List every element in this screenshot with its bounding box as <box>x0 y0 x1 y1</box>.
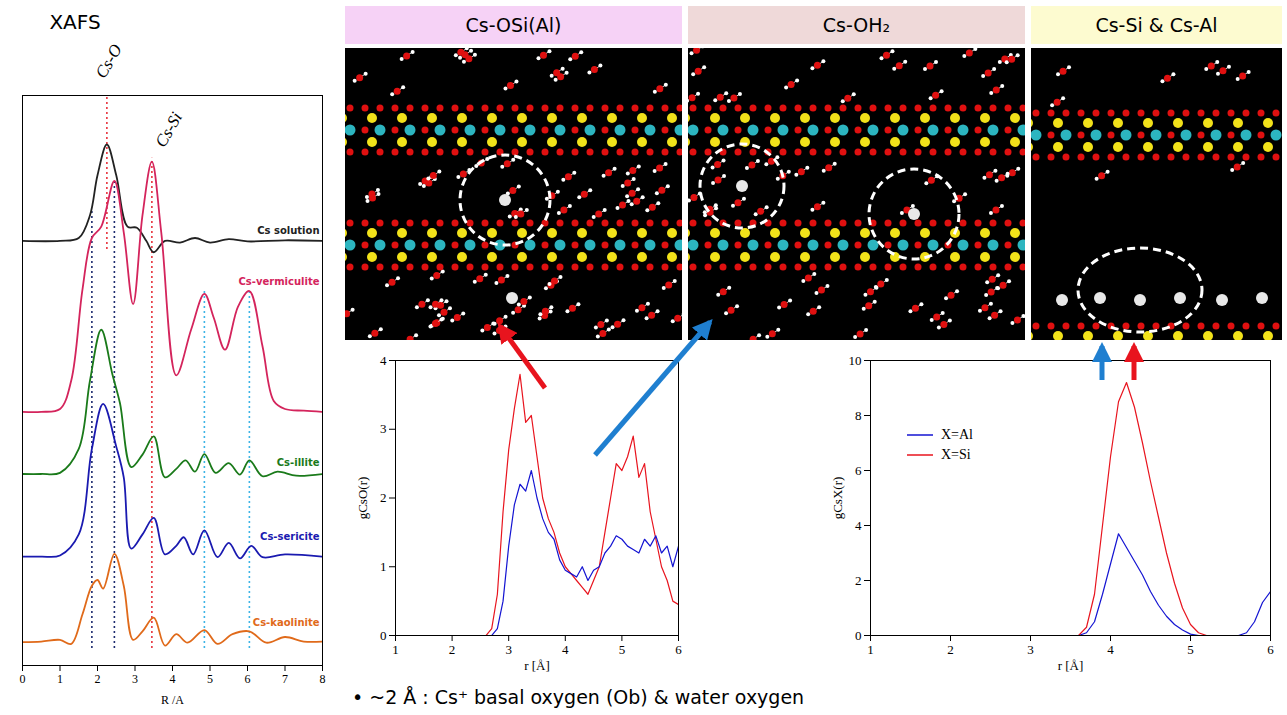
html-text:X=Si: X=Si <box>941 447 971 462</box>
html-text:• ~2 Å : Cs⁺ basal oxygen (Ob): • ~2 Å : Cs⁺ basal oxygen (Ob) & water o… <box>352 686 805 708</box>
svg-text:r [Å]: r [Å] <box>524 658 550 673</box>
svg-text:Cs solution: Cs solution <box>257 225 319 236</box>
svg-text:4: 4 <box>380 353 387 368</box>
svg-text:2: 2 <box>947 642 954 657</box>
svg-text:5: 5 <box>1187 642 1194 657</box>
html-text:XAFS: XAFS <box>49 10 101 34</box>
svg-text:2: 2 <box>449 642 456 657</box>
svg-text:gCsO(r): gCsO(r) <box>355 477 370 520</box>
svg-text:1: 1 <box>392 642 399 657</box>
svg-text:3: 3 <box>505 642 512 657</box>
svg-text:3: 3 <box>1027 642 1034 657</box>
svg-text:8: 8 <box>320 672 326 686</box>
svg-text:6: 6 <box>675 642 682 657</box>
svg-text:4: 4 <box>855 518 862 533</box>
svg-text:4: 4 <box>1107 642 1114 657</box>
svg-text:6: 6 <box>855 463 862 478</box>
svg-text:3: 3 <box>380 421 387 436</box>
svg-text:4: 4 <box>562 642 569 657</box>
html-text:Cs-OH₂: Cs-OH₂ <box>822 14 891 36</box>
svg-text:1: 1 <box>57 672 63 686</box>
svg-text:R /A: R /A <box>161 693 184 707</box>
svg-text:Cs-kaolinite: Cs-kaolinite <box>253 617 320 628</box>
svg-text:3: 3 <box>132 672 138 686</box>
svg-text:6: 6 <box>245 672 251 686</box>
svg-text:Cs-O: Cs-O <box>91 41 125 82</box>
svg-text:2: 2 <box>95 672 101 686</box>
svg-text:6: 6 <box>1267 642 1274 657</box>
html-text:Cs-OSi(Al): Cs-OSi(Al) <box>465 14 562 36</box>
svg-text:gCsX(r): gCsX(r) <box>830 477 845 520</box>
svg-text:0: 0 <box>855 628 862 643</box>
svg-text:0: 0 <box>380 628 387 643</box>
svg-text:2: 2 <box>380 490 387 505</box>
svg-text:Cs-vermiculite: Cs-vermiculite <box>239 276 320 287</box>
svg-text:5: 5 <box>207 672 213 686</box>
html-text:Cs-Si & Cs-Al: Cs-Si & Cs-Al <box>1095 14 1218 36</box>
svg-text:Cs-sericite: Cs-sericite <box>260 531 320 542</box>
svg-text:Cs-Si: Cs-Si <box>151 109 186 151</box>
svg-text:r [Å]: r [Å] <box>1058 658 1084 673</box>
svg-text:7: 7 <box>282 672 288 686</box>
svg-text:4: 4 <box>170 672 176 686</box>
html-text:X=Al: X=Al <box>941 427 973 442</box>
svg-text:Cs-illite: Cs-illite <box>277 457 320 468</box>
svg-text:0: 0 <box>20 672 26 686</box>
svg-text:1: 1 <box>867 642 874 657</box>
svg-text:1: 1 <box>380 559 387 574</box>
svg-text:10: 10 <box>849 353 862 368</box>
svg-text:2: 2 <box>855 573 862 588</box>
svg-text:5: 5 <box>619 642 626 657</box>
svg-text:8: 8 <box>855 408 862 423</box>
